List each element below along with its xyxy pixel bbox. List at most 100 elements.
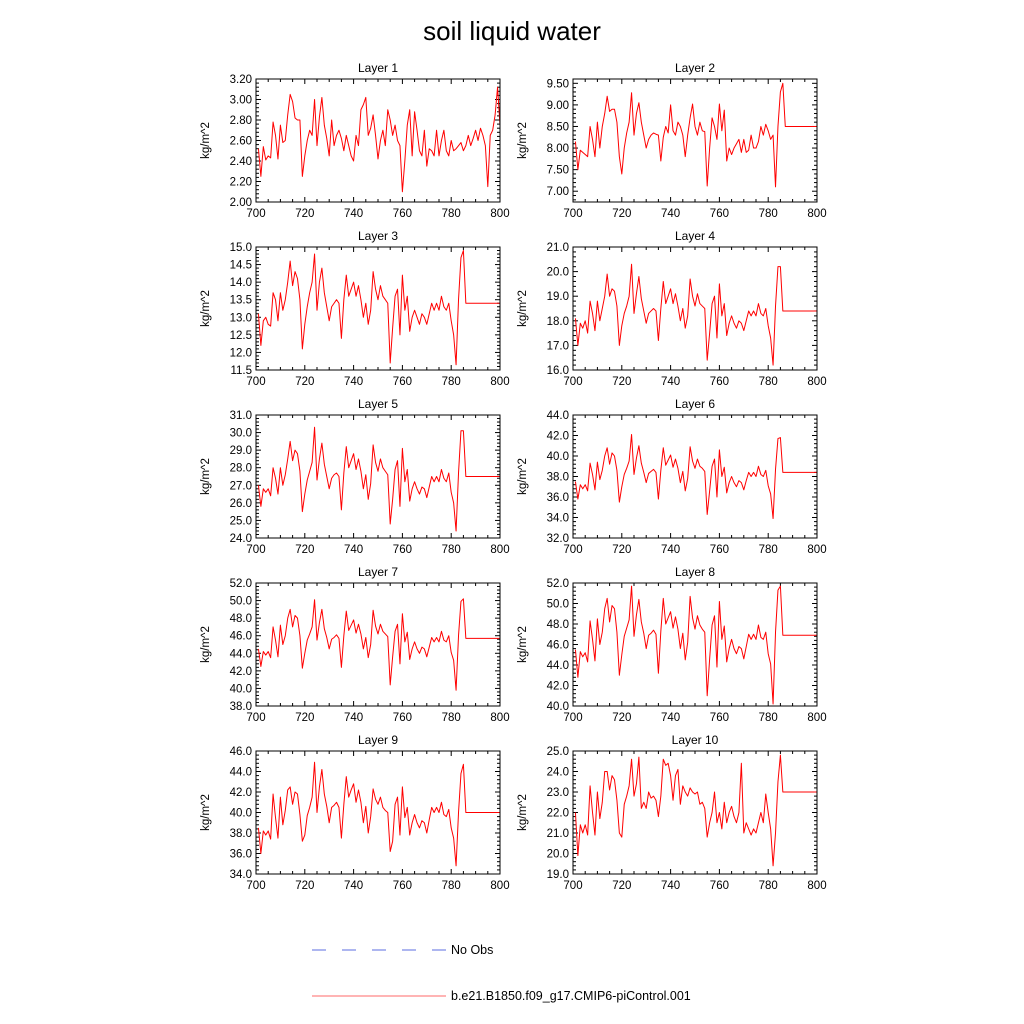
plot-frame-layer-8 — [572, 582, 818, 707]
y-axis-label-layer-7: kg/m^2 — [200, 626, 212, 663]
y-axis-label-layer-4: kg/m^2 — [517, 290, 529, 327]
plot-frame-layer-4 — [572, 246, 818, 371]
y-tick-label-layer-2: 8.00 — [547, 143, 569, 155]
panel-layer-8: Layer 8 700 720 740 760 780 800 40.0 42.0 44.0 46.… — [517, 565, 827, 724]
series-line-layer-4 — [574, 263, 817, 366]
x-tick-label-layer-4: 780 — [759, 376, 778, 388]
x-tick-label-layer-5: 700 — [246, 544, 265, 556]
y-tick-label-layer-2: 9.50 — [547, 78, 569, 90]
y-tick-label-layer-6: 32.0 — [547, 533, 569, 545]
x-tick-label-layer-6: 760 — [710, 544, 729, 556]
y-tick-label-layer-9: 46.0 — [230, 746, 252, 758]
y-tick-label-layer-10: 23.0 — [547, 787, 569, 799]
y-tick-label-layer-9: 44.0 — [230, 767, 252, 779]
y-tick-label-layer-7: 46.0 — [230, 631, 252, 643]
y-tick-label-layer-6: 40.0 — [547, 451, 569, 463]
y-tick-label-layer-4: 21.0 — [547, 242, 569, 254]
panel-layer-5: Layer 5 700 720 740 760 780 800 24.0 25.0 26.0 27.… — [200, 397, 510, 556]
x-tick-label-layer-9: 720 — [295, 880, 314, 892]
y-axis-label-layer-1: kg/m^2 — [200, 122, 212, 159]
x-tick-label-layer-4: 760 — [710, 376, 729, 388]
y-tick-label-layer-3: 11.5 — [230, 365, 252, 377]
y-tick-label-layer-8: 50.0 — [547, 599, 569, 611]
series-line-layer-5 — [257, 426, 500, 532]
y-tick-label-layer-4: 17.0 — [547, 340, 569, 352]
plot-frame-layer-5 — [255, 414, 501, 539]
x-tick-label-layer-7: 740 — [344, 712, 363, 724]
x-tick-label-layer-4: 800 — [807, 376, 826, 388]
legend-label-no-obs: No Obs — [451, 943, 493, 957]
panel-title-layer-2: Layer 2 — [675, 61, 715, 75]
y-tick-label-layer-9: 34.0 — [230, 869, 252, 881]
x-tick-label-layer-8: 720 — [612, 712, 631, 724]
y-tick-label-layer-1: 2.00 — [230, 197, 252, 209]
y-tick-label-layer-7: 50.0 — [230, 596, 252, 608]
y-tick-label-layer-5: 27.0 — [230, 480, 252, 492]
y-tick-label-layer-6: 44.0 — [547, 410, 569, 422]
y-tick-label-layer-7: 42.0 — [230, 666, 252, 678]
y-tick-label-layer-10: 22.0 — [547, 808, 569, 820]
y-tick-label-layer-5: 24.0 — [230, 533, 252, 545]
x-tick-label-layer-6: 720 — [612, 544, 631, 556]
y-tick-label-layer-6: 34.0 — [547, 513, 569, 525]
y-axis-label-layer-8: kg/m^2 — [517, 626, 529, 663]
series-line-layer-10 — [574, 754, 817, 867]
series-line-layer-7 — [257, 598, 500, 691]
x-tick-label-layer-10: 800 — [807, 880, 826, 892]
x-tick-label-layer-2: 800 — [807, 208, 826, 220]
y-tick-label-layer-1: 2.80 — [230, 115, 252, 127]
x-tick-label-layer-3: 720 — [295, 376, 314, 388]
y-tick-label-layer-4: 18.0 — [547, 316, 569, 328]
x-tick-label-layer-10: 780 — [759, 880, 778, 892]
plot-frame-layer-1 — [255, 78, 501, 203]
x-tick-label-layer-8: 740 — [661, 712, 680, 724]
y-tick-label-layer-10: 25.0 — [547, 746, 569, 758]
x-tick-label-layer-7: 720 — [295, 712, 314, 724]
y-axis-label-layer-2: kg/m^2 — [517, 122, 529, 159]
y-tick-label-layer-1: 3.00 — [230, 95, 252, 107]
x-tick-label-layer-9: 700 — [246, 880, 265, 892]
plot-frame-layer-7 — [255, 582, 501, 707]
y-tick-label-layer-8: 42.0 — [547, 681, 569, 693]
panel-layer-4: Layer 4 700 720 740 760 780 800 16.0 17.0 18.0 19.… — [517, 229, 827, 388]
y-tick-label-layer-1: 2.20 — [230, 177, 252, 189]
plot-frame-layer-3 — [255, 246, 501, 371]
x-tick-label-layer-8: 800 — [807, 712, 826, 724]
y-tick-label-layer-10: 24.0 — [547, 767, 569, 779]
x-tick-label-layer-9: 740 — [344, 880, 363, 892]
x-tick-label-layer-7: 800 — [490, 712, 509, 724]
y-tick-label-layer-8: 52.0 — [547, 578, 569, 590]
y-axis-label-layer-9: kg/m^2 — [200, 794, 212, 831]
y-tick-label-layer-9: 40.0 — [230, 808, 252, 820]
x-tick-label-layer-2: 740 — [661, 208, 680, 220]
x-tick-label-layer-9: 760 — [393, 880, 412, 892]
y-tick-label-layer-5: 25.0 — [230, 515, 252, 527]
plot-frame-layer-10 — [572, 750, 818, 875]
y-tick-label-layer-4: 20.0 — [547, 267, 569, 279]
y-tick-label-layer-3: 14.5 — [230, 260, 252, 272]
x-tick-label-layer-10: 740 — [661, 880, 680, 892]
y-tick-label-layer-7: 40.0 — [230, 683, 252, 695]
y-axis-label-layer-5: kg/m^2 — [200, 458, 212, 495]
x-tick-label-layer-8: 780 — [759, 712, 778, 724]
panel-layer-1: Layer 1 700 720 740 760 780 800 2.00 2.20 2.40 2.6… — [200, 61, 510, 220]
plot-frame-layer-6 — [572, 414, 818, 539]
x-tick-label-layer-5: 720 — [295, 544, 314, 556]
x-tick-label-layer-4: 720 — [612, 376, 631, 388]
y-tick-label-layer-2: 7.00 — [547, 186, 569, 198]
x-tick-label-layer-3: 760 — [393, 376, 412, 388]
y-tick-label-layer-2: 8.50 — [547, 121, 569, 133]
x-tick-label-layer-8: 700 — [563, 712, 582, 724]
x-tick-label-layer-1: 740 — [344, 208, 363, 220]
x-tick-label-layer-5: 760 — [393, 544, 412, 556]
y-tick-label-layer-5: 31.0 — [230, 410, 252, 422]
y-tick-label-layer-7: 48.0 — [230, 613, 252, 625]
x-tick-label-layer-3: 780 — [442, 376, 461, 388]
y-tick-label-layer-9: 38.0 — [230, 828, 252, 840]
y-tick-label-layer-10: 19.0 — [547, 869, 569, 881]
x-tick-label-layer-7: 780 — [442, 712, 461, 724]
panel-layer-9: Layer 9 700 720 740 760 780 800 34.0 36.0 38.0 40.… — [200, 733, 510, 892]
x-tick-label-layer-10: 720 — [612, 880, 631, 892]
x-tick-label-layer-2: 720 — [612, 208, 631, 220]
